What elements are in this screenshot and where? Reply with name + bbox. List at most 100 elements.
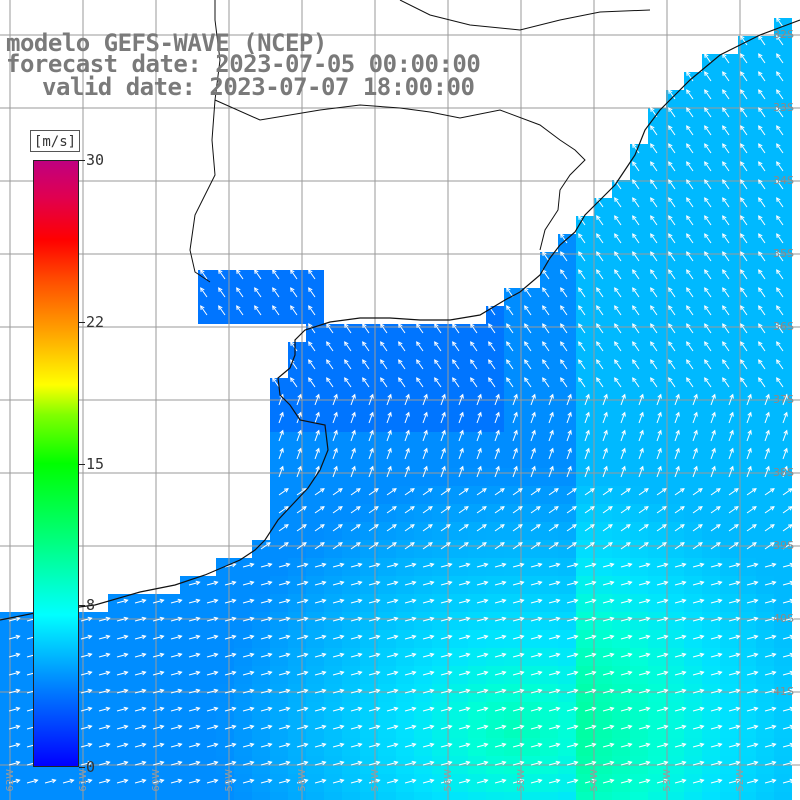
wind-arrow <box>650 197 658 208</box>
wind-arrow <box>782 542 793 550</box>
wind-arrow <box>458 706 471 712</box>
wind-arrow <box>764 465 770 478</box>
wind-arrow <box>710 429 716 442</box>
wind-arrow <box>602 580 615 586</box>
wind-arrow <box>584 778 597 784</box>
wind-arrow <box>434 323 442 334</box>
wind-arrow <box>584 724 597 730</box>
wind-arrow <box>332 447 338 460</box>
wind-arrow <box>764 393 770 406</box>
wind-arrow <box>314 724 327 730</box>
wind-arrow <box>170 616 183 622</box>
wind-arrow <box>638 506 649 514</box>
wind-arrow <box>512 616 525 622</box>
wind-arrow <box>620 506 631 514</box>
wind-arrow <box>476 465 482 478</box>
wind-arrow <box>506 359 514 370</box>
wind-arrow <box>236 287 244 298</box>
wind-arrow <box>200 269 208 280</box>
wind-arrow <box>548 542 559 550</box>
wind-arrow <box>620 580 633 586</box>
wind-arrow <box>602 524 613 532</box>
wind-arrow <box>722 125 730 136</box>
wind-arrow <box>674 688 687 694</box>
wind-arrow <box>386 447 392 460</box>
wind-arrow <box>224 652 237 658</box>
wind-arrow <box>710 562 723 568</box>
wind-arrow <box>170 706 183 712</box>
wind-arrow <box>8 688 21 694</box>
wind-arrow <box>272 377 280 388</box>
wind-arrow <box>710 411 716 424</box>
wind-arrow <box>134 598 147 604</box>
wind-arrow <box>368 652 381 658</box>
wind-arrow <box>764 652 777 658</box>
wind-arrow <box>8 742 21 748</box>
wind-arrow <box>656 778 669 784</box>
wind-arrow <box>566 506 577 514</box>
wind-arrow <box>584 524 595 532</box>
wind-arrow <box>728 760 741 766</box>
wind-arrow <box>458 760 471 766</box>
wind-arrow <box>494 447 500 460</box>
wind-arrow <box>308 377 316 388</box>
wind-arrow <box>260 634 273 640</box>
wind-arrow <box>512 652 525 658</box>
wind-arrow <box>98 742 111 748</box>
wind-arrow <box>782 524 793 532</box>
wind-arrow <box>80 760 93 766</box>
wind-arrow <box>692 724 705 730</box>
wind-arrow <box>668 107 676 118</box>
wind-arrow <box>584 447 590 460</box>
wind-arrow <box>722 305 730 316</box>
wind-arrow <box>416 323 424 334</box>
wind-arrow <box>314 465 320 478</box>
wind-arrow <box>296 580 309 586</box>
wind-arrow <box>386 616 399 622</box>
wind-arrow <box>398 359 406 370</box>
wind-arrow <box>404 542 415 550</box>
wind-arrow <box>584 465 590 478</box>
colorbar-tick-mark <box>79 160 85 161</box>
wind-arrow <box>8 724 21 730</box>
wind-arrow <box>632 269 640 280</box>
wind-arrow <box>80 688 93 694</box>
wind-arrow <box>314 562 327 568</box>
speed-cell <box>324 792 342 800</box>
wind-arrow <box>722 71 730 82</box>
wind-arrow <box>548 652 561 658</box>
wind-arrow <box>470 377 478 388</box>
wind-arrow <box>350 506 361 514</box>
wind-arrow <box>542 359 550 370</box>
wind-arrow <box>746 411 752 424</box>
wind-arrow <box>566 447 572 460</box>
wind-arrow <box>548 670 561 676</box>
wind-arrow <box>476 688 489 694</box>
wind-arrow <box>206 616 219 622</box>
wind-arrow <box>368 688 381 694</box>
wind-arrow <box>638 724 651 730</box>
wind-arrow <box>530 616 543 622</box>
wind-arrow <box>476 616 489 622</box>
wind-arrow <box>422 411 428 424</box>
wind-arrow <box>740 341 748 352</box>
wind-arrow <box>530 670 543 676</box>
wind-arrow <box>278 447 284 460</box>
wind-arrow <box>746 598 759 604</box>
wind-arrow <box>548 447 554 460</box>
wind-arrow <box>296 465 302 478</box>
wind-arrow <box>614 197 622 208</box>
title-forecast-date: forecast date: 2023-07-05 00:00:00 <box>6 50 481 78</box>
wind-arrow <box>740 269 748 280</box>
wind-arrow <box>404 742 417 748</box>
wind-arrow <box>710 634 723 640</box>
speed-cell <box>36 792 54 800</box>
wind-arrow <box>782 760 795 766</box>
wind-arrow <box>692 580 705 586</box>
wind-arrow <box>368 724 381 730</box>
wind-arrow <box>548 524 559 532</box>
speed-cell <box>702 792 720 800</box>
wind-arrow <box>704 89 712 100</box>
wind-arrow <box>710 506 721 514</box>
wind-arrow <box>728 429 734 442</box>
